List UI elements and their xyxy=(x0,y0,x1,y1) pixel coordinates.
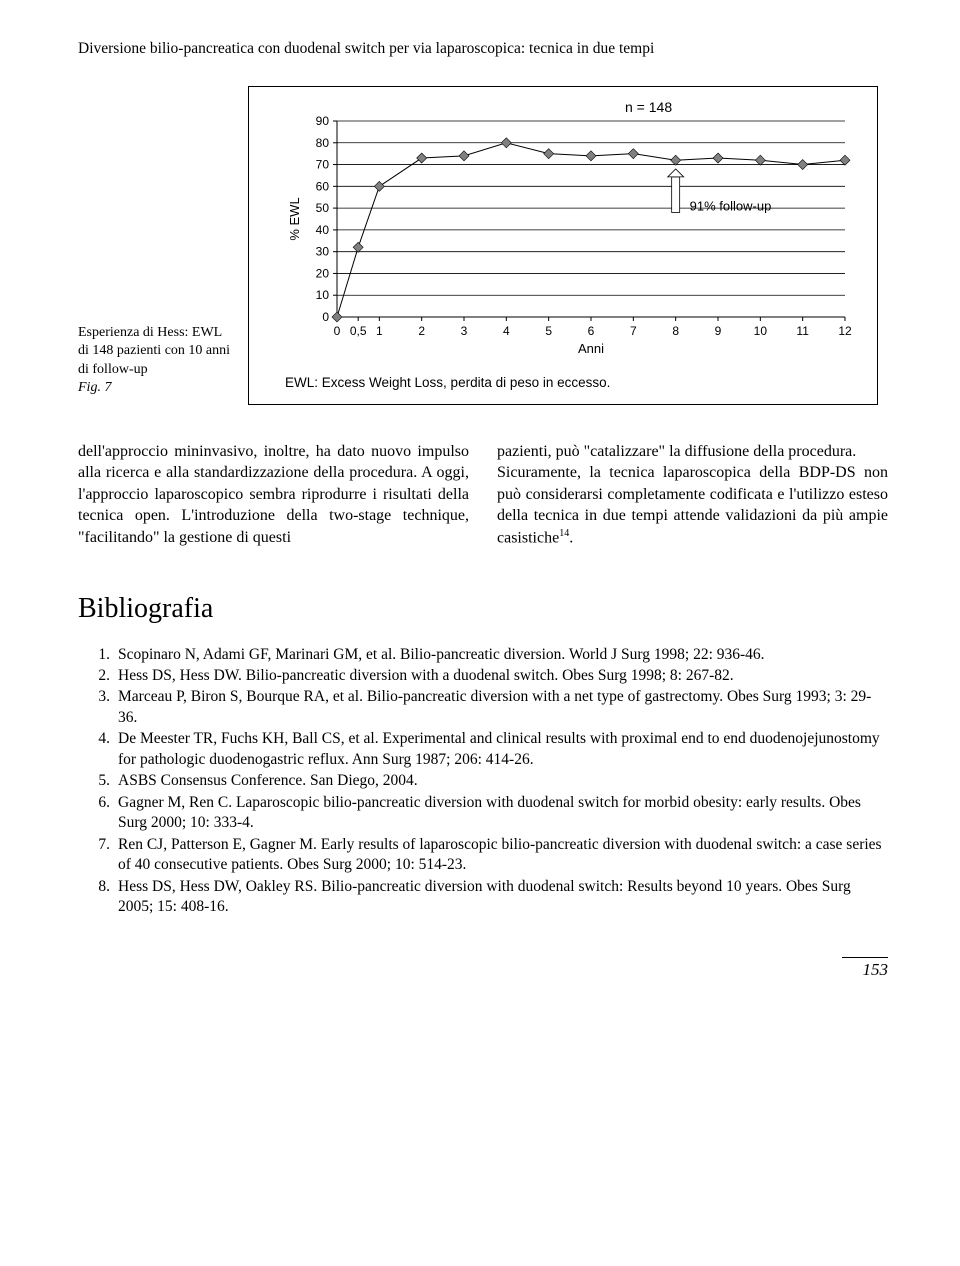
svg-text:4: 4 xyxy=(503,324,510,338)
body-para-2b: Sicuramente, la tecnica laparoscopica de… xyxy=(497,464,888,546)
svg-text:12: 12 xyxy=(838,324,852,338)
body-para-2b-end: . xyxy=(569,529,573,546)
figure-caption-text: Esperienza di Hess: EWL di 148 pazienti … xyxy=(78,325,230,376)
svg-text:11: 11 xyxy=(796,324,809,338)
svg-text:8: 8 xyxy=(672,324,679,338)
svg-text:2: 2 xyxy=(418,324,425,338)
chart-container: n = 148 010203040506070809000,5123456789… xyxy=(248,86,878,405)
svg-text:90: 90 xyxy=(316,114,330,128)
svg-text:91% follow-up: 91% follow-up xyxy=(690,198,772,213)
figure-caption: Esperienza di Hess: EWL di 148 pazienti … xyxy=(78,324,248,405)
svg-text:20: 20 xyxy=(316,266,330,280)
svg-text:10: 10 xyxy=(754,324,768,338)
svg-text:50: 50 xyxy=(316,201,330,215)
page-number: 153 xyxy=(842,957,888,980)
body-text: dell'approccio mininvasivo, inoltre, ha … xyxy=(78,441,888,549)
body-para-2: pazienti, può "catalizzare" la diffusion… xyxy=(497,441,888,549)
reference-item: 2.Hess DS, Hess DW. Bilio-pancreatic div… xyxy=(118,666,888,686)
figure-block: Esperienza di Hess: EWL di 148 pazienti … xyxy=(78,86,888,405)
svg-text:40: 40 xyxy=(316,223,330,237)
svg-text:5: 5 xyxy=(545,324,552,338)
body-sup: 14 xyxy=(559,528,569,539)
svg-text:6: 6 xyxy=(588,324,595,338)
svg-text:Anni: Anni xyxy=(578,341,604,356)
figure-number: Fig. 7 xyxy=(78,380,111,395)
reference-item: 8.Hess DS, Hess DW, Oakley RS. Bilio-pan… xyxy=(118,877,888,918)
reference-item: 3.Marceau P, Biron S, Bourque RA, et al.… xyxy=(118,687,888,728)
svg-text:0: 0 xyxy=(322,310,329,324)
body-para-1: dell'approccio mininvasivo, inoltre, ha … xyxy=(78,441,469,548)
bibliography-heading: Bibliografia xyxy=(78,593,888,625)
reference-item: 7.Ren CJ, Patterson E, Gagner M. Early r… xyxy=(118,835,888,876)
reference-item: 4.De Meester TR, Fuchs KH, Ball CS, et a… xyxy=(118,729,888,770)
reference-item: 1.Scopinaro N, Adami GF, Marinari GM, et… xyxy=(118,645,888,665)
svg-text:0: 0 xyxy=(334,324,341,338)
ewl-line-chart: 010203040506070809000,5123456789101112% … xyxy=(285,103,855,363)
svg-text:30: 30 xyxy=(316,245,330,259)
svg-text:9: 9 xyxy=(715,324,722,338)
body-para-2a: pazienti, può "catalizzare" la diffusion… xyxy=(497,443,856,460)
running-head: Diversione bilio-pancreatica con duodena… xyxy=(78,40,888,58)
chart-footnote: EWL: Excess Weight Loss, perdita di peso… xyxy=(285,375,855,390)
reference-item: 5.ASBS Consensus Conference. San Diego, … xyxy=(118,771,888,791)
svg-text:3: 3 xyxy=(461,324,468,338)
svg-text:1: 1 xyxy=(376,324,383,338)
chart-n-label: n = 148 xyxy=(625,99,672,115)
svg-text:10: 10 xyxy=(316,288,330,302)
svg-text:80: 80 xyxy=(316,136,330,150)
svg-text:% EWL: % EWL xyxy=(287,197,302,240)
svg-text:7: 7 xyxy=(630,324,637,338)
svg-text:60: 60 xyxy=(316,179,330,193)
reference-list: 1.Scopinaro N, Adami GF, Marinari GM, et… xyxy=(78,645,888,918)
svg-text:70: 70 xyxy=(316,158,330,172)
reference-item: 6.Gagner M, Ren C. Laparoscopic bilio-pa… xyxy=(118,793,888,834)
svg-text:0,5: 0,5 xyxy=(350,324,367,338)
